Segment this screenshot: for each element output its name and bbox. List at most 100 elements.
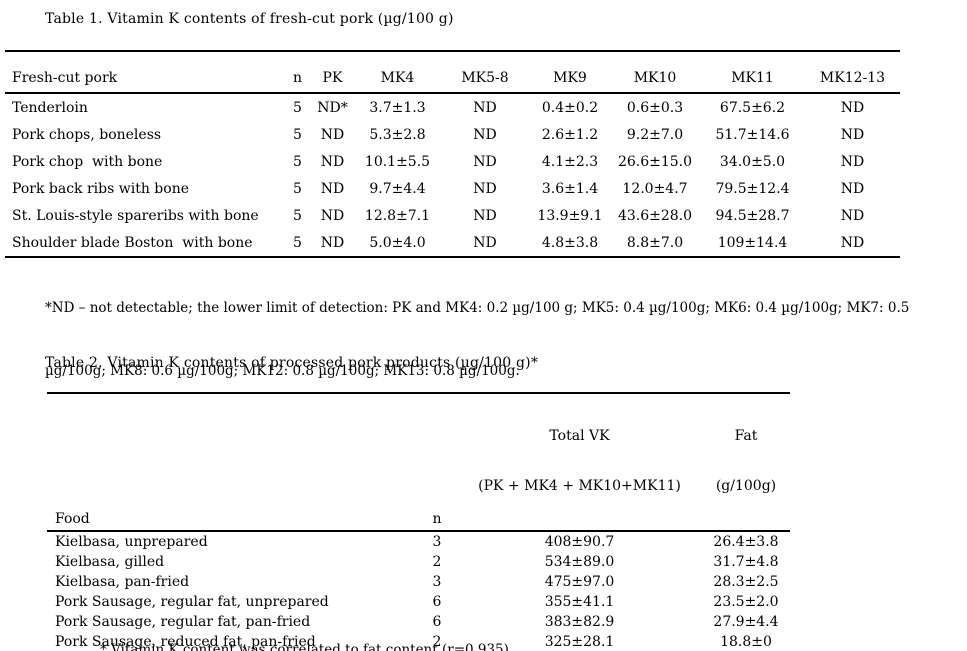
table2-column-header-total-vk: Total VK (PK + MK4 + MK10+MK11) <box>457 393 702 532</box>
cell-mk11: 51.7±14.6 <box>715 126 790 143</box>
table1-footnote-line1: *ND – not detectable; the lower limit of… <box>45 300 910 316</box>
cell-food: Pork chops, boneless <box>12 126 162 143</box>
cell-mk4: 10.1±5.5 <box>364 153 431 170</box>
table1: Fresh-cut pork n PK MK4 MK5-8 MK9 MK10 MK11 MK12… <box>5 50 900 258</box>
cell-mk5-8: ND <box>473 126 497 143</box>
cell-total-vk: 408±90.7 <box>544 534 615 550</box>
cell-total-vk: 475±97.0 <box>544 574 615 590</box>
table-row: St. Louis-style spareribs with bone 5 ND… <box>5 202 900 229</box>
cell-mk11: 79.5±12.4 <box>715 180 790 197</box>
cell-mk5-8: ND <box>473 234 497 251</box>
cell-mk4: 3.7±1.3 <box>369 99 426 116</box>
total-vk-sublabel: (PK + MK4 + MK10+MK11) <box>478 478 681 494</box>
cell-pk: ND <box>320 126 345 143</box>
table2: Food n Total VK (PK + MK4 + MK10+MK11) F… <box>47 392 790 651</box>
table1-column-header: MK4 <box>355 51 440 94</box>
table-row: Pork Sausage, regular fat, pan-fried 6 3… <box>47 612 790 632</box>
cell-n: 6 <box>432 614 442 630</box>
table-row: Shoulder blade Boston with bone 5 ND 5.0… <box>5 229 900 257</box>
cell-n: 5 <box>293 153 302 170</box>
cell-mk12-13: ND <box>840 234 865 251</box>
table-row: Pork Sausage, reduced fat, pan-fried 2 3… <box>47 632 790 651</box>
table1-header: Fresh-cut pork n PK MK4 MK5-8 MK9 MK10 MK11 MK12… <box>5 51 900 94</box>
cell-mk10: 43.6±28.0 <box>617 207 693 224</box>
cell-mk11: 67.5±6.2 <box>719 99 786 116</box>
table1-header-row: Fresh-cut pork n PK MK4 MK5-8 MK9 MK10 MK11 MK12… <box>5 51 900 94</box>
cell-n: 5 <box>293 180 302 197</box>
cell-mk10: 12.0±4.7 <box>622 180 688 197</box>
table2-footnote: * Vitamin K content was correlated to fa… <box>100 600 509 651</box>
cell-mk9: 3.6±1.4 <box>541 180 599 197</box>
total-vk-label: Total VK <box>549 428 610 444</box>
table2-header: Food n Total VK (PK + MK4 + MK10+MK11) F… <box>47 393 790 532</box>
table2-column-header-fat: Fat (g/100g) <box>702 393 790 532</box>
cell-mk11: 34.0±5.0 <box>719 153 786 170</box>
table1-column-header: MK5-8 <box>440 51 530 94</box>
table1-column-header: MK11 <box>700 51 805 94</box>
cell-mk9: 0.4±0.2 <box>541 99 599 116</box>
cell-mk9: 4.8±3.8 <box>541 234 599 251</box>
cell-food: Pork chop with bone <box>12 153 163 170</box>
cell-food: Pork Sausage, reduced fat, pan-fried <box>55 634 316 650</box>
cell-mk10: 8.8±7.0 <box>626 234 684 251</box>
cell-n: 5 <box>293 207 302 224</box>
cell-food: St. Louis-style spareribs with bone <box>12 207 259 224</box>
table-row: Kielbasa, gilled 2 534±89.0 31.7±4.8 <box>47 552 790 572</box>
cell-food: Kielbasa, pan-fried <box>55 574 190 590</box>
cell-mk5-8: ND <box>473 207 497 224</box>
cell-mk10: 26.6±15.0 <box>617 153 693 170</box>
cell-mk12-13: ND <box>840 99 865 116</box>
fat-label: Fat <box>734 428 758 444</box>
table2-column-header-n: n <box>417 393 457 532</box>
table-row: Tenderloin 5 ND* 3.7±1.3 ND 0.4±0.2 0.6±… <box>5 93 900 121</box>
cell-total-vk: 355±41.1 <box>544 594 615 610</box>
cell-fat: 23.5±2.0 <box>713 594 779 610</box>
table1-column-header: Fresh-cut pork <box>5 51 285 94</box>
table-row: Kielbasa, unprepared 3 408±90.7 26.4±3.8 <box>47 531 790 552</box>
cell-mk5-8: ND <box>473 180 497 197</box>
cell-mk4: 12.8±7.1 <box>364 207 431 224</box>
cell-mk12-13: ND <box>840 207 865 224</box>
cell-n: 3 <box>432 574 442 590</box>
cell-pk: ND <box>320 180 345 197</box>
cell-fat: 31.7±4.8 <box>713 554 779 570</box>
cell-total-vk: 383±82.9 <box>544 614 615 630</box>
cell-n: 5 <box>293 126 302 143</box>
cell-mk9: 4.1±2.3 <box>541 153 599 170</box>
cell-mk12-13: ND <box>840 153 865 170</box>
table1-footnote: *ND – not detectable; the lower limit of… <box>45 256 909 424</box>
cell-total-vk: 534±89.0 <box>544 554 615 570</box>
table2-title: Table 2. Vitamin K contents of processed… <box>45 355 539 371</box>
cell-food: Pork Sausage, regular fat, pan-fried <box>55 614 311 630</box>
cell-mk12-13: ND <box>840 180 865 197</box>
cell-food: Pork Sausage, regular fat, unprepared <box>55 594 329 610</box>
cell-mk9: 2.6±1.2 <box>541 126 599 143</box>
table1-column-header: n <box>285 51 310 94</box>
cell-pk: ND* <box>317 99 348 116</box>
table-row: Kielbasa, pan-fried 3 475±97.0 28.3±2.5 <box>47 572 790 592</box>
cell-food: Tenderloin <box>12 99 88 116</box>
cell-food: Shoulder blade Boston with bone <box>12 234 253 251</box>
table1-title: Table 1. Vitamin K contents of fresh-cut… <box>45 11 454 27</box>
table2-header-row: Food n Total VK (PK + MK4 + MK10+MK11) F… <box>47 393 790 532</box>
cell-mk4: 5.0±4.0 <box>369 234 426 251</box>
cell-pk: ND <box>320 234 345 251</box>
cell-mk9: 13.9±9.1 <box>537 207 603 224</box>
cell-mk10: 0.6±0.3 <box>626 99 684 116</box>
table-row: Pork chops, boneless 5 ND 5.3±2.8 ND 2.6… <box>5 121 900 148</box>
cell-mk5-8: ND <box>473 99 497 116</box>
table2-column-header-food: Food <box>47 393 417 532</box>
fat-sublabel: (g/100g) <box>715 478 777 494</box>
cell-food: Kielbasa, unprepared <box>55 534 208 550</box>
cell-n: 3 <box>432 534 442 550</box>
table-row: Pork Sausage, regular fat, unprepared 6 … <box>47 592 790 612</box>
table1-footnote-line2: µg/100g; MK8: 0.6 µg/100g; MK12: 0.8 µg/… <box>45 363 520 379</box>
cell-mk5-8: ND <box>473 153 497 170</box>
cell-total-vk: 325±28.1 <box>544 634 615 650</box>
table1-column-header: MK9 <box>530 51 610 94</box>
cell-fat: 27.9±4.4 <box>713 614 779 630</box>
cell-food: Pork back ribs with bone <box>12 180 190 197</box>
table-row: Pork chop with bone 5 ND 10.1±5.5 ND 4.1… <box>5 148 900 175</box>
table1-column-header: PK <box>310 51 355 94</box>
